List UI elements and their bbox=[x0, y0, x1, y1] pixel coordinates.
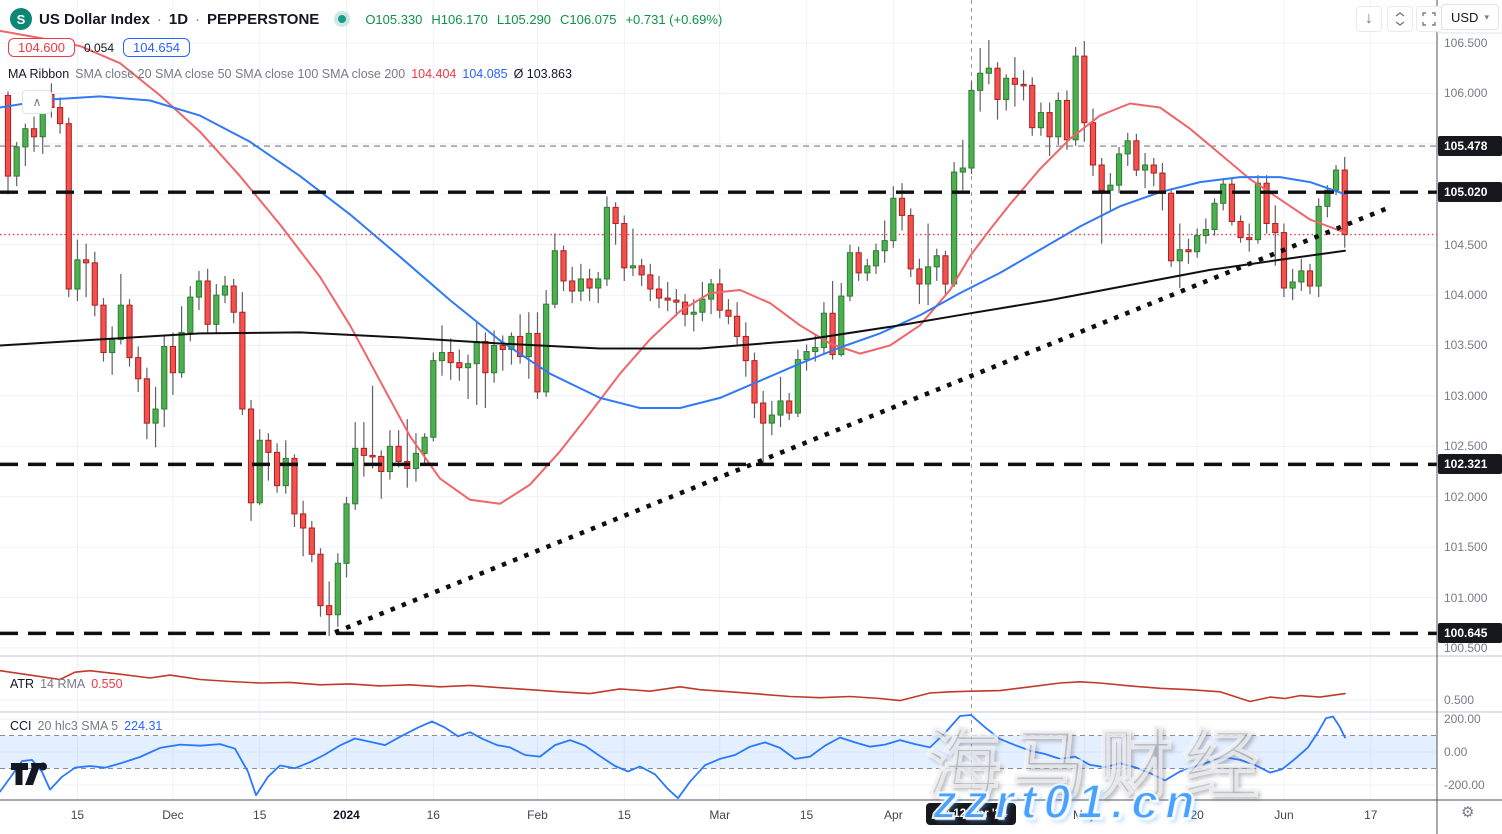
cci-tick: 200.00 bbox=[1444, 712, 1481, 726]
cci-legend[interactable]: CCI 20 hlc3 SMA 5 224.31 bbox=[10, 719, 162, 733]
title-separator: · bbox=[156, 10, 162, 28]
fullscreen-button[interactable] bbox=[1416, 6, 1442, 32]
ma-value-avg: Ø 103.863 bbox=[513, 67, 572, 81]
close-value: C106.075 bbox=[560, 11, 617, 27]
provider-label[interactable]: PEPPERSTONE bbox=[207, 10, 320, 28]
chevron-down-icon: ▾ bbox=[1484, 11, 1489, 22]
time-label: Jun bbox=[1274, 808, 1294, 822]
chart-header: S US Dollar Index · 1D · PEPPERSTONE O10… bbox=[10, 8, 722, 30]
price-tick: 106.000 bbox=[1444, 86, 1488, 101]
price-tick: 106.500 bbox=[1444, 36, 1488, 50]
low-value: L105.290 bbox=[496, 11, 552, 27]
atr-value: 0.550 bbox=[91, 677, 123, 691]
ma-ribbon-legend[interactable]: MA Ribbon SMA close 20 SMA close 50 SMA … bbox=[8, 67, 572, 81]
indicator-name: CCI bbox=[10, 719, 32, 733]
high-value: H106.170 bbox=[431, 11, 488, 27]
quote-row: 104.600 0.054 104.654 bbox=[8, 38, 191, 57]
time-label: 15 bbox=[70, 808, 85, 822]
watermark-url: zzrt01.cn bbox=[932, 775, 1202, 830]
spread-value: 0.054 bbox=[84, 40, 115, 55]
legend-collapse-button[interactable]: ∧ bbox=[22, 90, 52, 114]
price-tick: 103.500 bbox=[1444, 338, 1488, 353]
time-label: 17 bbox=[1364, 808, 1378, 822]
gear-icon[interactable]: ⚙ bbox=[1461, 804, 1475, 821]
timeframe-label[interactable]: 1D bbox=[168, 10, 189, 28]
time-label: 15 bbox=[617, 808, 631, 822]
price-badge: 105.478 bbox=[1438, 136, 1502, 157]
atr-legend[interactable]: ATR 14 RMA 0.550 bbox=[10, 677, 123, 691]
sell-button[interactable]: 104.600 bbox=[8, 38, 75, 57]
cci-value: 224.31 bbox=[124, 719, 163, 733]
time-label: May bbox=[1072, 808, 1096, 822]
ohlc-values: O105.330 H106.170 L105.290 C106.075 +0.7… bbox=[365, 12, 722, 27]
ma-value-blue: 104.085 bbox=[462, 67, 508, 81]
symbol-logo-icon[interactable]: S bbox=[10, 8, 32, 30]
cci-tick: -200.00 bbox=[1444, 778, 1485, 792]
price-tick: 102.000 bbox=[1444, 489, 1488, 504]
collapse-pane-button[interactable] bbox=[1387, 6, 1413, 32]
time-label: 15 bbox=[799, 808, 814, 822]
indicator-params: 20 hlc3 SMA 5 bbox=[37, 719, 119, 733]
scroll-to-realtime-button[interactable]: ↓ bbox=[1356, 6, 1382, 32]
price-tick: 103.000 bbox=[1444, 388, 1488, 403]
indicator-params: SMA close 20 SMA close 50 SMA close 100 … bbox=[75, 67, 406, 81]
tradingview-logo[interactable] bbox=[10, 760, 50, 788]
atr-tick: 0.500 bbox=[1444, 693, 1475, 707]
crosshair-date-badge: Fri 12 Apr '24 bbox=[926, 803, 1017, 825]
symbol-title[interactable]: US Dollar Index bbox=[39, 10, 150, 28]
time-label: 2024 bbox=[333, 808, 360, 822]
watermark-text: 海马财经 bbox=[924, 722, 1269, 809]
price-badge: 102.321 bbox=[1438, 454, 1502, 475]
price-tick: 104.500 bbox=[1444, 237, 1488, 252]
market-status-icon[interactable] bbox=[334, 11, 351, 27]
price-tick: 102.500 bbox=[1444, 439, 1488, 454]
cci-tick: 0.00 bbox=[1444, 745, 1468, 759]
time-label: Apr bbox=[884, 808, 903, 822]
time-label: Mar bbox=[709, 808, 731, 822]
change-value: +0.731 (+0.69%) bbox=[625, 11, 723, 27]
price-badge: 105.020 bbox=[1438, 182, 1502, 203]
price-tick: 101.500 bbox=[1444, 540, 1488, 555]
price-tick: 104.000 bbox=[1444, 288, 1488, 303]
open-value: O105.330 bbox=[365, 11, 423, 27]
fullscreen-icon bbox=[1422, 12, 1436, 26]
price-tick: 101.000 bbox=[1444, 590, 1488, 605]
price-tick: 100.500 bbox=[1444, 640, 1488, 655]
time-label: 20 bbox=[1190, 808, 1204, 822]
title-separator: · bbox=[195, 10, 201, 28]
time-label: 16 bbox=[426, 808, 440, 822]
ma-value-red: 104.404 bbox=[411, 67, 457, 81]
indicator-name: MA Ribbon bbox=[8, 67, 70, 81]
time-label: Dec bbox=[162, 808, 184, 822]
currency-dropdown[interactable]: USD ▾ bbox=[1441, 4, 1499, 30]
indicator-name: ATR bbox=[10, 677, 35, 691]
time-label: Feb bbox=[527, 808, 548, 822]
collapse-icon bbox=[1395, 12, 1405, 26]
currency-value: USD bbox=[1451, 9, 1479, 25]
price-badge: 100.645 bbox=[1438, 623, 1502, 644]
time-label: 15 bbox=[253, 808, 267, 822]
buy-button[interactable]: 104.654 bbox=[123, 38, 191, 57]
indicator-params: 14 RMA bbox=[40, 677, 86, 691]
